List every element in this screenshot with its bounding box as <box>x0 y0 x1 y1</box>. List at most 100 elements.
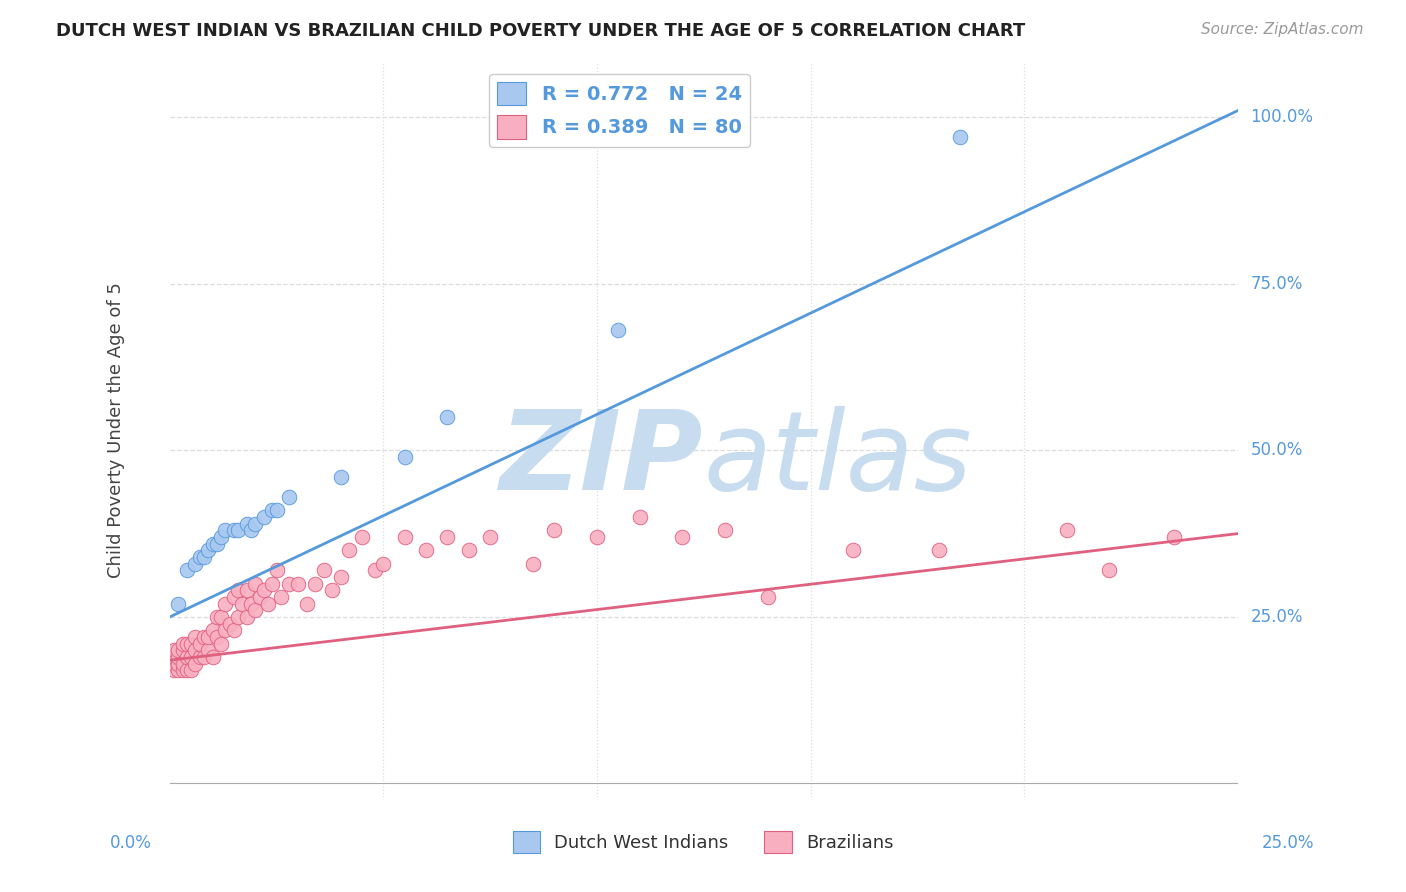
Point <box>522 557 544 571</box>
Point <box>172 657 194 671</box>
Point <box>205 536 228 550</box>
Point <box>163 643 186 657</box>
Text: 75.0%: 75.0% <box>1250 275 1303 293</box>
Point <box>201 624 224 638</box>
Point <box>163 663 186 677</box>
Point <box>543 524 565 538</box>
Point <box>167 643 190 657</box>
Point <box>949 130 972 145</box>
Point <box>240 524 263 538</box>
Point <box>586 530 609 544</box>
Point <box>394 530 416 544</box>
Point <box>312 563 335 577</box>
Point <box>226 583 249 598</box>
Point <box>218 616 240 631</box>
Point <box>180 636 202 650</box>
Point <box>209 530 232 544</box>
Text: DUTCH WEST INDIAN VS BRAZILIAN CHILD POVERTY UNDER THE AGE OF 5 CORRELATION CHAR: DUTCH WEST INDIAN VS BRAZILIAN CHILD POV… <box>56 22 1025 40</box>
Point <box>222 524 245 538</box>
Point <box>184 643 207 657</box>
Point <box>180 663 202 677</box>
Point <box>188 636 211 650</box>
Point <box>235 583 257 598</box>
Text: ZIP: ZIP <box>501 406 704 513</box>
Point <box>172 643 194 657</box>
Point <box>257 597 280 611</box>
Text: 100.0%: 100.0% <box>1250 108 1313 127</box>
Point <box>188 549 211 564</box>
Point <box>364 563 387 577</box>
Point <box>266 503 288 517</box>
Point <box>176 636 198 650</box>
Point <box>266 563 288 577</box>
Point <box>209 636 232 650</box>
Point <box>928 543 950 558</box>
Point <box>222 590 245 604</box>
Point <box>436 410 458 425</box>
Point <box>184 657 207 671</box>
Point <box>201 649 224 664</box>
Point <box>214 624 236 638</box>
Point <box>209 610 232 624</box>
Point <box>167 597 190 611</box>
Point <box>415 543 437 558</box>
Point <box>176 649 198 664</box>
Point <box>193 549 215 564</box>
Point <box>214 524 236 538</box>
Point <box>197 643 219 657</box>
Point <box>245 603 267 617</box>
Text: Source: ZipAtlas.com: Source: ZipAtlas.com <box>1201 22 1364 37</box>
Point <box>180 649 202 664</box>
Point <box>197 543 219 558</box>
Point <box>436 530 458 544</box>
Point <box>329 570 352 584</box>
Point <box>172 663 194 677</box>
Point <box>394 450 416 464</box>
Point <box>226 524 249 538</box>
Point <box>245 516 267 531</box>
Point <box>201 536 224 550</box>
Point <box>193 649 215 664</box>
Point <box>253 583 276 598</box>
Point <box>714 524 737 538</box>
Point <box>1098 563 1121 577</box>
Point <box>222 624 245 638</box>
Point <box>278 576 301 591</box>
Point <box>253 510 276 524</box>
Text: 0.0%: 0.0% <box>110 834 152 852</box>
Point <box>240 597 263 611</box>
Text: 25.0%: 25.0% <box>1263 834 1315 852</box>
Point <box>457 543 479 558</box>
Point <box>278 490 301 504</box>
Text: 25.0%: 25.0% <box>1250 607 1303 626</box>
Point <box>163 657 186 671</box>
Point <box>842 543 865 558</box>
Point <box>163 649 186 664</box>
Point <box>607 323 630 337</box>
Point <box>176 663 198 677</box>
Point <box>671 530 693 544</box>
Point <box>321 583 343 598</box>
Point <box>176 563 198 577</box>
Legend: R = 0.772   N = 24, R = 0.389   N = 80: R = 0.772 N = 24, R = 0.389 N = 80 <box>489 74 749 146</box>
Point <box>235 516 257 531</box>
Point <box>167 657 190 671</box>
Point <box>167 663 190 677</box>
Point <box>172 636 194 650</box>
Point <box>184 557 207 571</box>
Point <box>628 510 651 524</box>
Point <box>205 630 228 644</box>
Point <box>373 557 395 571</box>
Point <box>1056 524 1078 538</box>
Point <box>262 576 284 591</box>
Point <box>235 610 257 624</box>
Point <box>287 576 309 591</box>
Point <box>304 576 326 591</box>
Point <box>197 630 219 644</box>
Point <box>184 630 207 644</box>
Point <box>226 610 249 624</box>
Point <box>193 630 215 644</box>
Point <box>245 576 267 591</box>
Text: atlas: atlas <box>704 406 973 513</box>
Point <box>756 590 779 604</box>
